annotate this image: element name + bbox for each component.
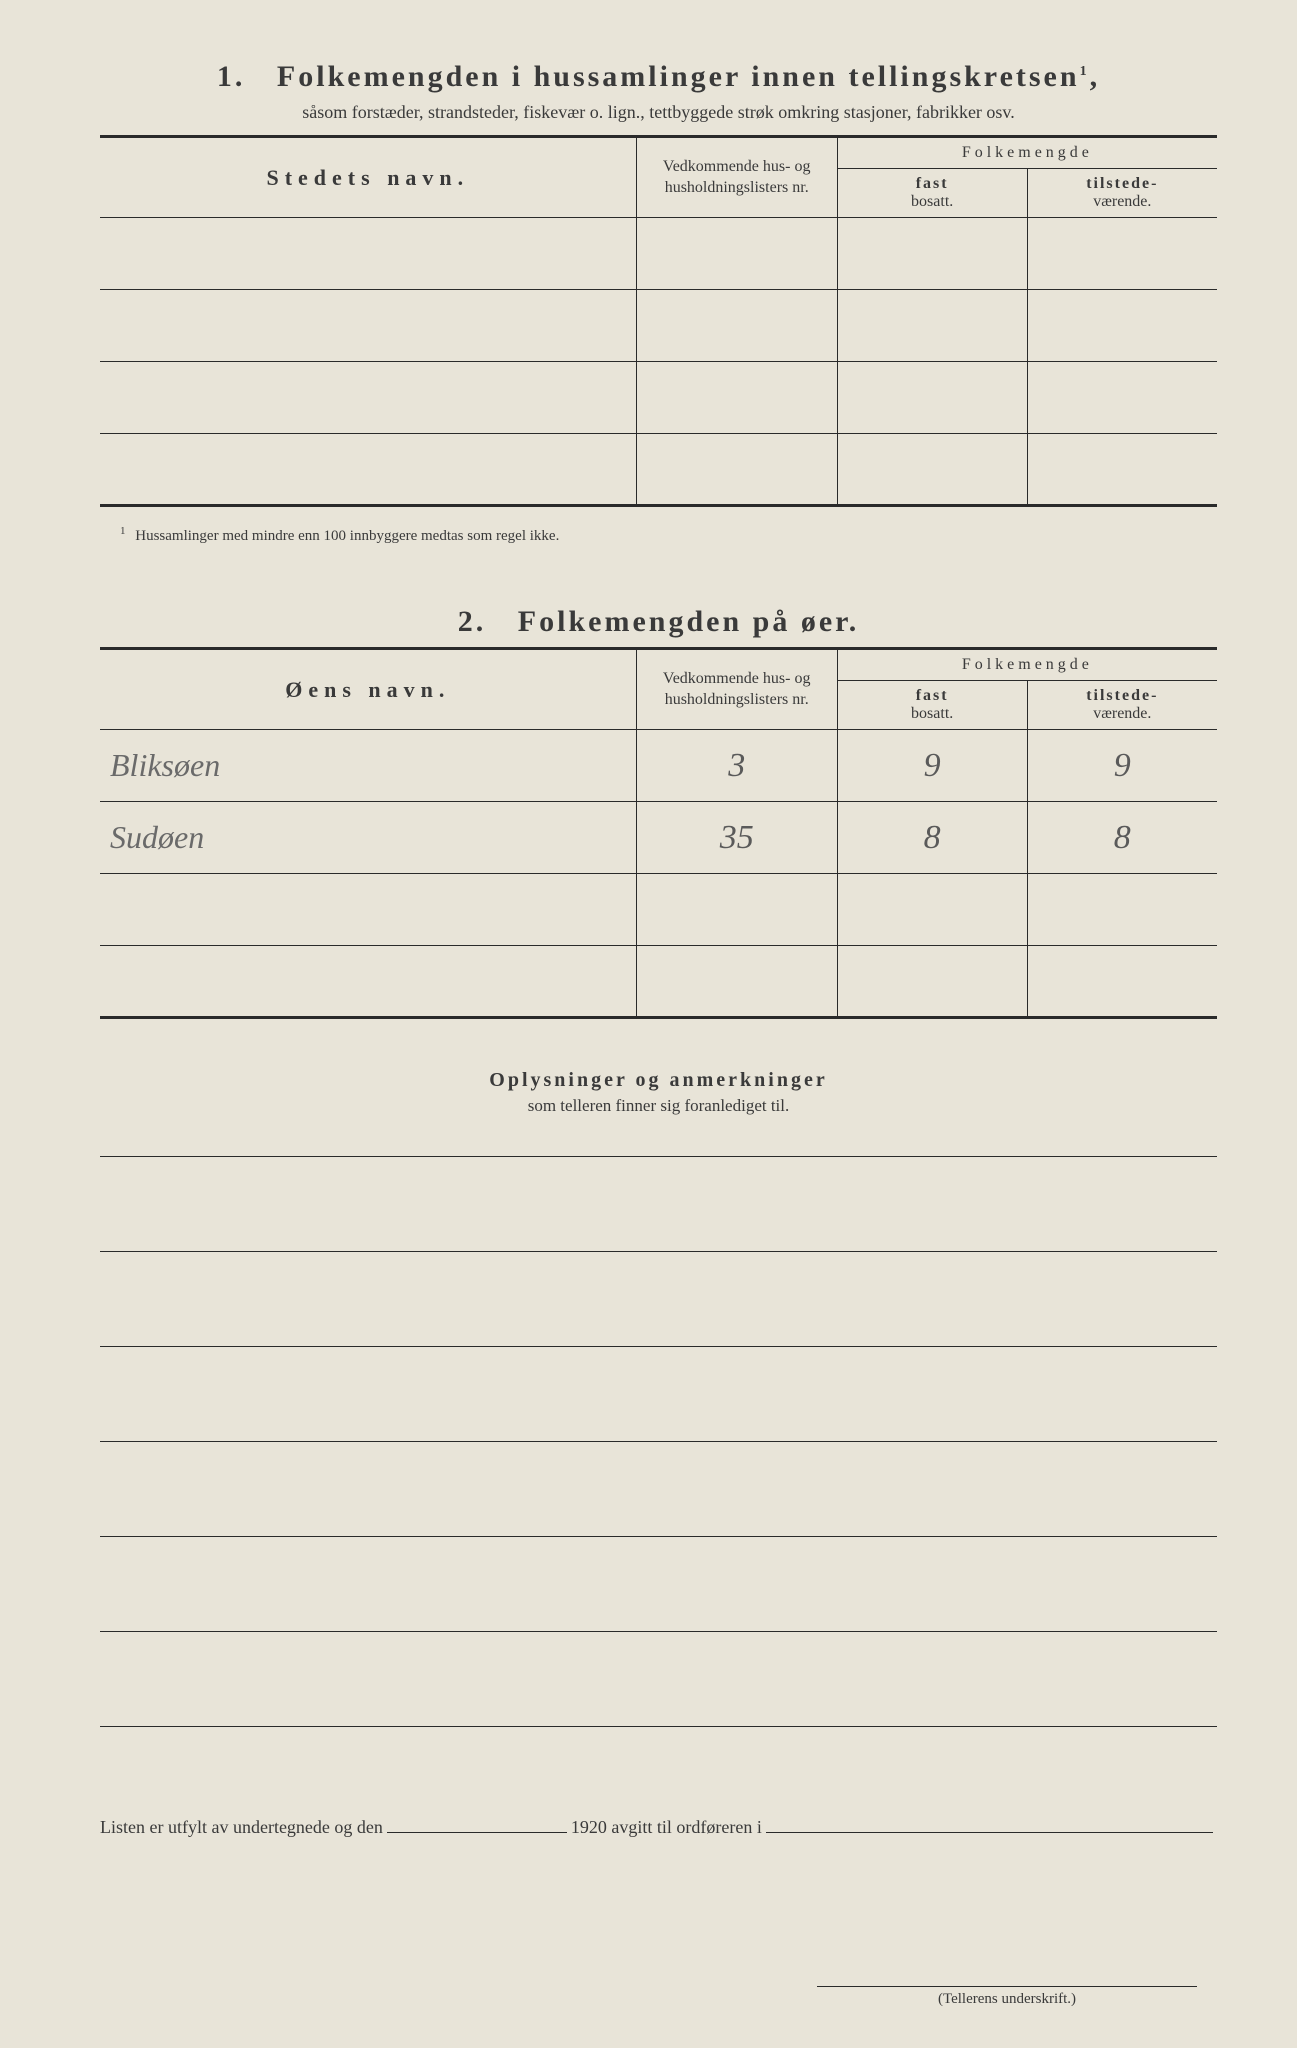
header-name: Stedets navn.	[100, 137, 636, 218]
signature-rule	[817, 1986, 1197, 1987]
signature-area: (Tellerens underskrift.)	[817, 1986, 1197, 2008]
section-2-table: Øens navn. Vedkommende hus- og husholdni…	[100, 647, 1217, 1019]
section-1: 1. Folkemengden i hussamlinger innen tel…	[100, 60, 1217, 545]
section-1-table: Stedets navn. Vedkommende hus- og hushol…	[100, 135, 1217, 507]
table-row	[100, 362, 1217, 434]
table-row	[100, 290, 1217, 362]
notes-line	[100, 1157, 1217, 1252]
header-pop-2: Folkemengde	[837, 649, 1217, 681]
section-1-sup: 1	[1080, 64, 1090, 79]
table-row: Bliksøen 3 9 9	[100, 730, 1217, 802]
section-1-title-text: Folkemengden i hussamlinger innen tellin…	[277, 60, 1080, 93]
footer-blank-2	[766, 1832, 1213, 1833]
header-ref-2: Vedkommende hus- og husholdningslisters …	[636, 649, 837, 730]
header-pop: Folkemengde	[837, 137, 1217, 169]
header-fast-2: fast bosatt.	[837, 681, 1027, 730]
table-row: Sudøen 35 8 8	[100, 802, 1217, 874]
section-2-body: Bliksøen 3 9 9 Sudøen 35 8 8	[100, 730, 1217, 1018]
notes-subtitle: som telleren finner sig foranlediget til…	[100, 1096, 1217, 1116]
table-row	[100, 434, 1217, 506]
notes-title: Oplysninger og anmerkninger	[100, 1069, 1217, 1092]
section-1-subtitle: såsom forstæder, strandsteder, fiskevær …	[100, 102, 1217, 123]
header-tilstede: tilstede- værende.	[1027, 169, 1217, 218]
footer-year: 1920	[571, 1817, 607, 1838]
section-2-number: 2.	[458, 605, 487, 638]
section-2-title: 2. Folkemengden på øer.	[100, 605, 1217, 639]
header-name-2: Øens navn.	[100, 649, 636, 730]
notes-lines	[100, 1156, 1217, 1727]
footer-blank-1	[387, 1832, 567, 1833]
table-row	[100, 218, 1217, 290]
table-row	[100, 874, 1217, 946]
section-2: 2. Folkemengden på øer. Øens navn. Vedko…	[100, 605, 1217, 1019]
footer-prefix: Listen er utfylt av undertegnede og den	[100, 1817, 383, 1838]
notes-line	[100, 1537, 1217, 1632]
notes-line	[100, 1252, 1217, 1347]
section-1-number: 1.	[217, 60, 246, 93]
section-1-title: 1. Folkemengden i hussamlinger innen tel…	[100, 60, 1217, 94]
footer-suffix: avgitt til ordføreren i	[611, 1817, 761, 1838]
footer-line: Listen er utfylt av undertegnede og den …	[100, 1817, 1217, 1838]
section-1-body	[100, 218, 1217, 506]
notes-line	[100, 1632, 1217, 1727]
notes-line	[100, 1442, 1217, 1537]
notes-section: Oplysninger og anmerkninger som telleren…	[100, 1069, 1217, 1727]
notes-line	[100, 1347, 1217, 1442]
section-1-footnote: 1 Hussamlinger med mindre enn 100 innbyg…	[100, 525, 1217, 545]
signature-label: (Tellerens underskrift.)	[817, 1991, 1197, 2008]
header-ref: Vedkommende hus- og husholdningslisters …	[636, 137, 837, 218]
header-tilstede-2: tilstede- værende.	[1027, 681, 1217, 730]
section-2-title-text: Folkemengden på øer.	[518, 605, 859, 638]
header-fast: fast bosatt.	[837, 169, 1027, 218]
table-row	[100, 946, 1217, 1018]
